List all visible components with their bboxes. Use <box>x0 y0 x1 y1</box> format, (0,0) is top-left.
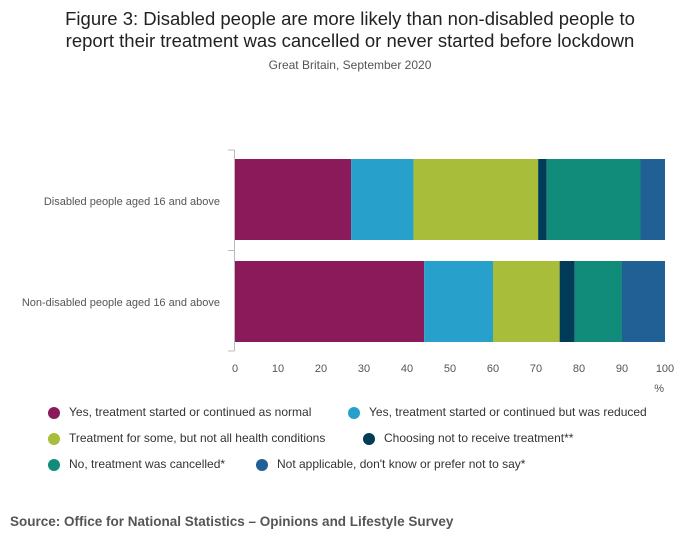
bar-segment <box>538 159 547 240</box>
bar-segment <box>424 261 493 342</box>
x-tick-label: 50 <box>444 363 456 375</box>
category-label: Non-disabled people aged 16 and above <box>22 297 220 309</box>
legend-label: Yes, treatment started or continued but … <box>369 405 647 419</box>
stacked-bar-chart: Disabled people aged 16 and above Non-dis… <box>22 149 674 395</box>
legend-swatch <box>48 459 60 471</box>
bar-segment <box>235 159 352 240</box>
x-tick-label: 90 <box>616 363 628 375</box>
bar-segment <box>413 159 539 240</box>
title-line-1: Figure 3: Disabled people are more likel… <box>65 8 635 29</box>
bar-segment <box>640 159 665 240</box>
chart-subtitle: Great Britain, September 2020 <box>268 58 432 72</box>
legend-swatch <box>363 433 375 445</box>
category-label: Disabled people aged 16 and above <box>44 196 220 208</box>
x-tick-label: 100 <box>656 363 674 375</box>
legend-label: Treatment for some, but not all health c… <box>69 431 326 445</box>
bar-segment <box>546 159 641 240</box>
source-note: Source: Office for National Statistics –… <box>10 514 454 529</box>
x-axis-label: % <box>654 383 664 395</box>
legend-swatch <box>48 433 60 445</box>
legend-swatch <box>48 407 60 419</box>
x-tick-label: 60 <box>487 363 499 375</box>
x-tick-label: 0 <box>232 363 238 375</box>
bar-segment <box>235 261 425 342</box>
x-tick-label: 70 <box>530 363 542 375</box>
x-tick-label: 20 <box>315 363 327 375</box>
x-tick-label: 30 <box>358 363 370 375</box>
x-tick-label: 40 <box>401 363 413 375</box>
legend-label: Not applicable, don't know or prefer not… <box>277 457 526 471</box>
legend-label: No, treatment was cancelled* <box>69 457 226 471</box>
x-tick-label: 80 <box>573 363 585 375</box>
chart-title: Figure 3: Disabled people are more likel… <box>0 8 700 52</box>
legend-swatch <box>348 407 360 419</box>
title-line-2: report their treatment was cancelled or … <box>65 30 635 51</box>
bar-segment <box>574 261 622 342</box>
bar-segment <box>493 261 560 342</box>
bar-segment <box>351 159 414 240</box>
bar-segment <box>559 261 575 342</box>
bar-segment <box>622 261 665 342</box>
legend-label: Yes, treatment started or continued as n… <box>69 405 312 419</box>
legend-label: Choosing not to receive treatment** <box>384 431 574 445</box>
x-tick-label: 10 <box>272 363 284 375</box>
legend-swatch <box>256 459 268 471</box>
